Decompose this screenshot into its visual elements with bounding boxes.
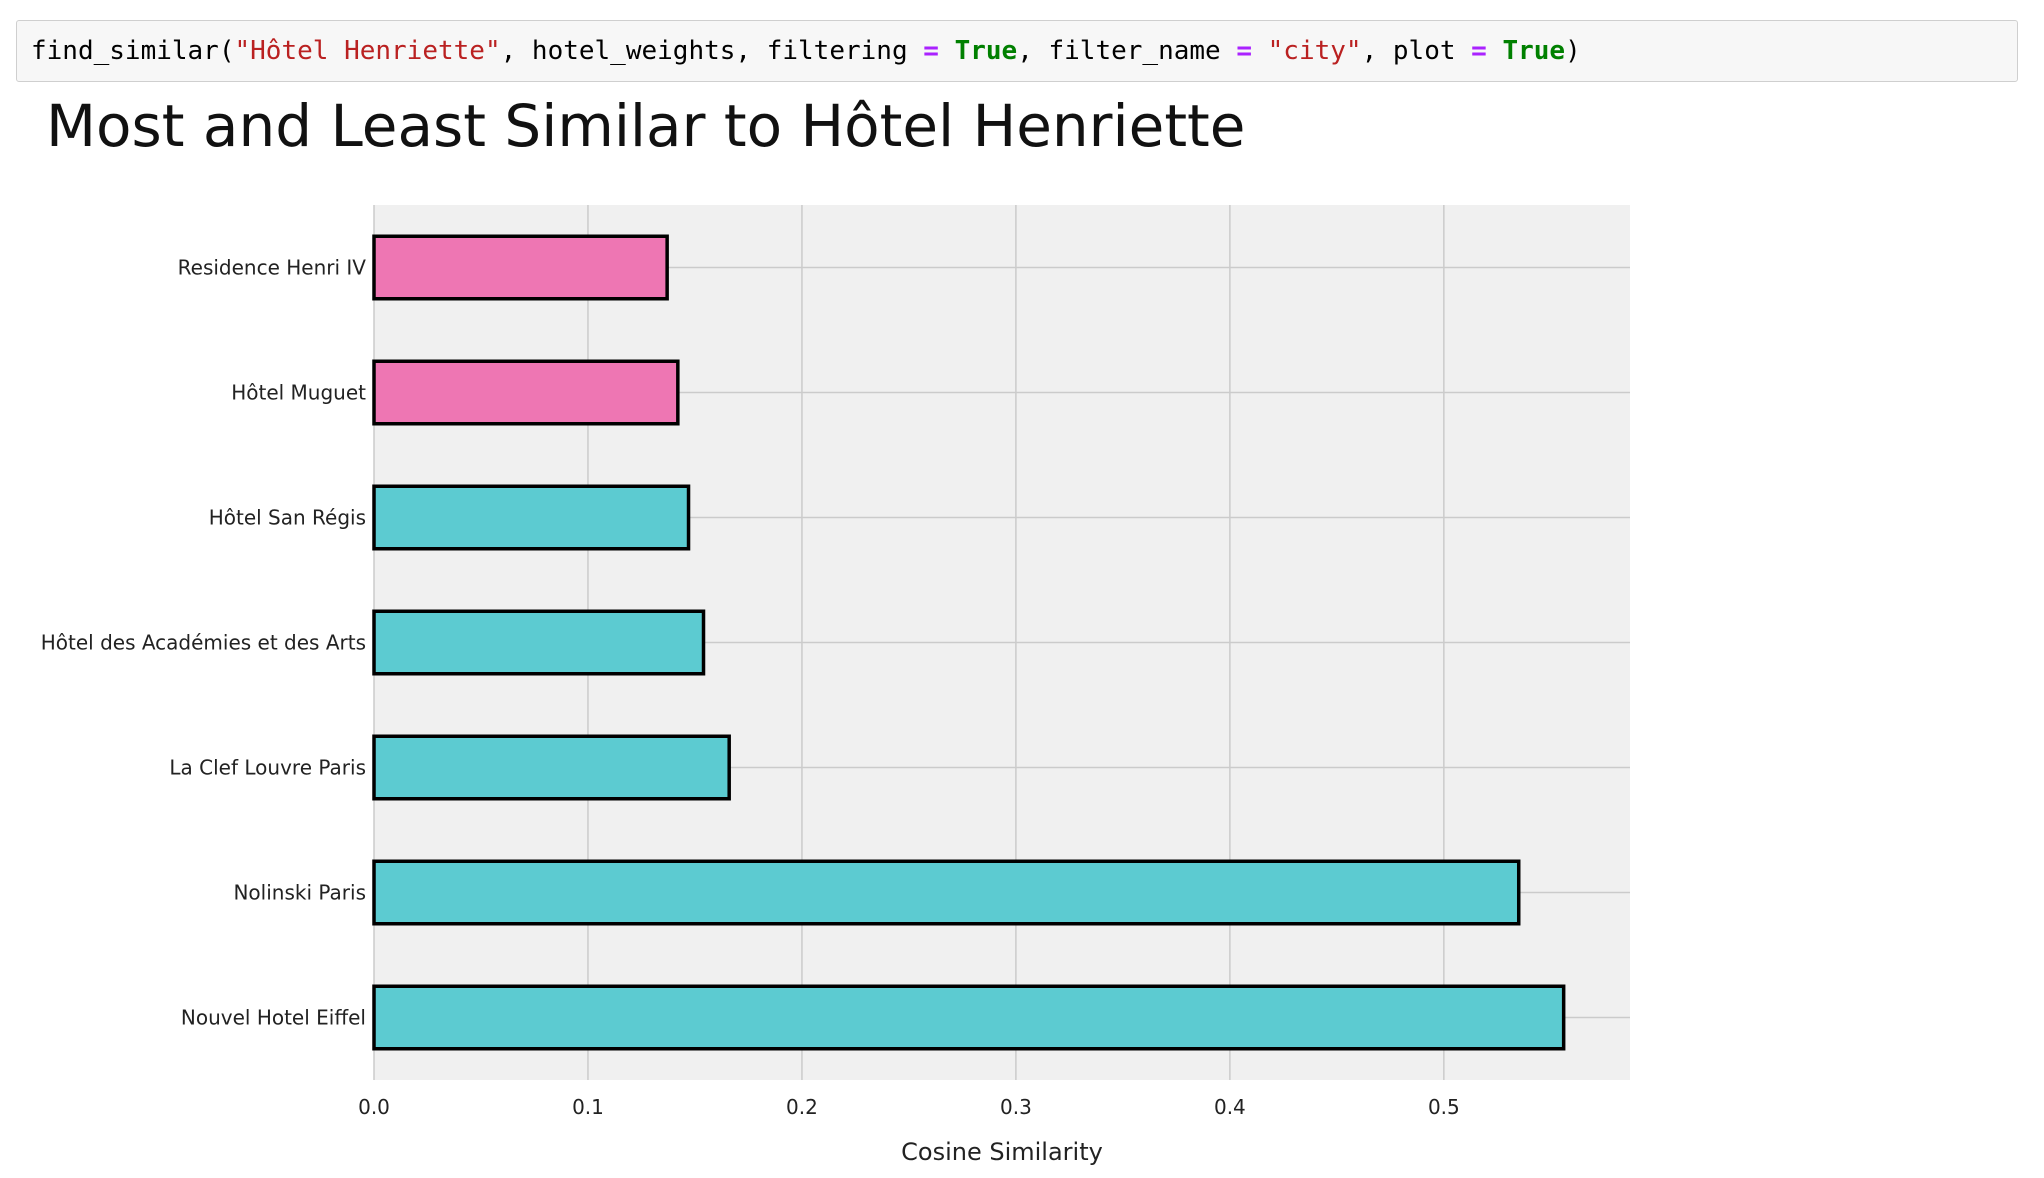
code-token: , filter_name [1017,36,1237,66]
code-token: = [923,36,939,66]
bars [372,234,1566,1051]
code-token: ) [1565,36,1581,66]
bar [372,484,691,551]
code-token: find_similar( [31,36,235,66]
code-token: , plot [1361,36,1472,66]
y-tick-label: Hôtel San Régis [209,506,366,530]
code-token: True [1502,36,1566,66]
x-axis-label: Cosine Similarity [901,1138,1103,1166]
bar [372,859,1521,926]
x-tick-label: 0.3 [1000,1095,1032,1119]
code-token: = [1236,36,1252,66]
code-cell[interactable]: find_similar("Hôtel Henriette", hotel_we… [16,20,2018,82]
y-tick-labels: Residence Henri IV Hôtel Muguet Hôtel San … [41,256,367,1030]
x-tick-label: 0.2 [786,1095,818,1119]
bar [372,234,669,301]
y-tick-label: Nouvel Hotel Eiffel [181,1006,366,1030]
x-tick-labels: 0.0 0.1 0.2 0.3 0.4 0.5 [358,1095,1460,1119]
y-tick-label: Nolinski Paris [233,881,366,905]
code-token: , hotel_weights, filtering [500,36,924,66]
x-tick-label: 0.1 [572,1095,604,1119]
y-tick-label: Hôtel Muguet [231,381,366,405]
bar [372,609,706,676]
chart-title: Most and Least Similar to Hôtel Henriett… [46,92,1246,160]
bar [372,359,680,426]
code-token: = [1471,36,1487,66]
code-token: "city" [1267,36,1362,66]
code-token: True [954,36,1018,66]
bar [372,734,731,801]
code-token: "Hôtel Henriette" [234,36,501,66]
y-tick-label: Residence Henri IV [178,256,367,280]
x-tick-label: 0.4 [1214,1095,1246,1119]
bar [372,984,1566,1051]
y-tick-label: La Clef Louvre Paris [169,756,366,780]
y-tick-label: Hôtel des Académies et des Arts [41,631,366,655]
x-tick-label: 0.0 [358,1095,390,1119]
x-tick-label: 0.5 [1428,1095,1460,1119]
